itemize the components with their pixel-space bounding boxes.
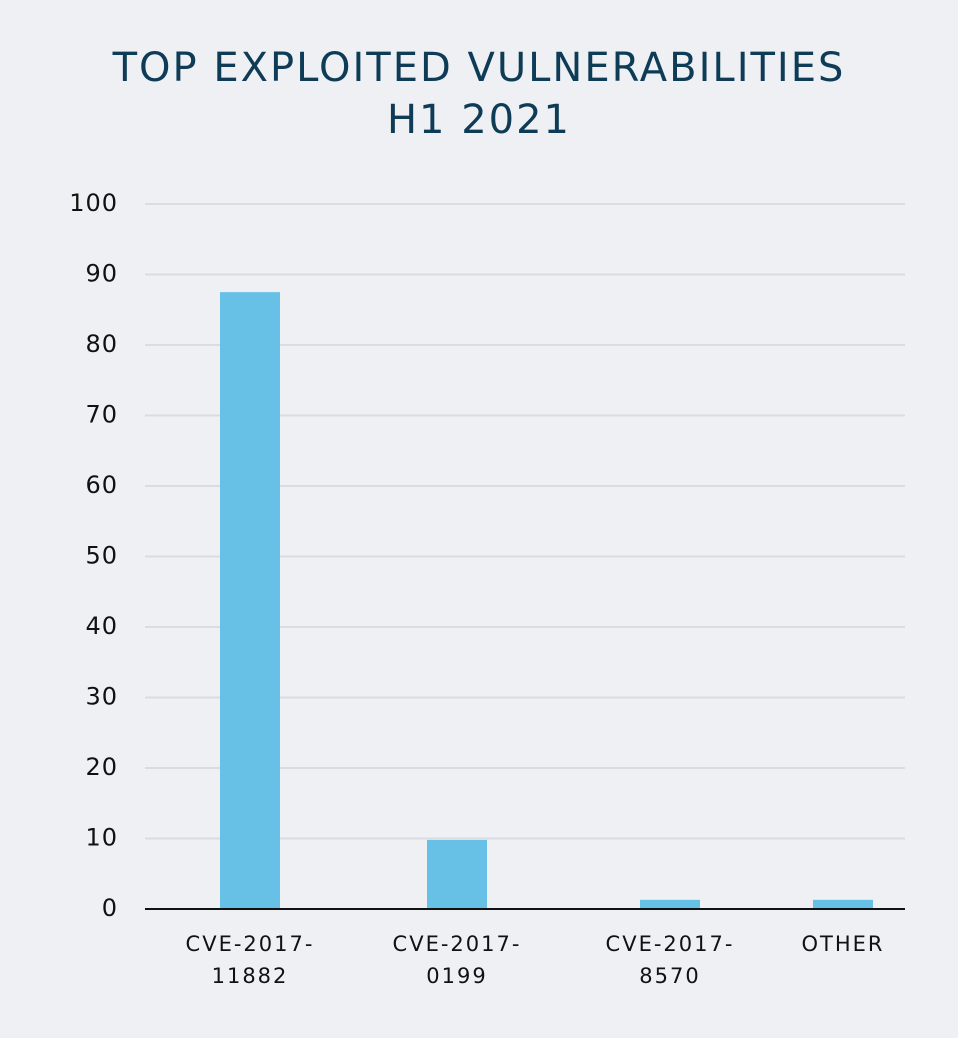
y-tick-label: 60 xyxy=(85,471,118,499)
y-tick-label: 10 xyxy=(85,824,118,852)
y-tick-label: 30 xyxy=(85,683,118,711)
y-tick-label: 20 xyxy=(85,753,118,781)
y-tick-label: 0 xyxy=(102,894,118,922)
y-tick-label: 80 xyxy=(85,330,118,358)
y-tick-label: 100 xyxy=(69,189,118,217)
bar xyxy=(427,839,487,909)
y-tick-label: 90 xyxy=(85,260,118,288)
y-tick-label: 70 xyxy=(85,401,118,429)
x-tick-label: CVE-2017-0199 xyxy=(392,932,522,988)
chart-title: TOP EXPLOITED VULNERABILITIES H1 2021 xyxy=(112,45,846,143)
x-tick-label: CVE-2017-11882 xyxy=(185,932,315,988)
bar xyxy=(220,292,280,909)
bar xyxy=(640,899,700,909)
bar xyxy=(813,899,873,909)
x-tick-label: OTHER xyxy=(801,932,885,956)
y-tick-label: 40 xyxy=(85,612,118,640)
y-tick-label: 50 xyxy=(85,542,118,570)
x-tick-label: CVE-2017-8570 xyxy=(605,932,735,988)
